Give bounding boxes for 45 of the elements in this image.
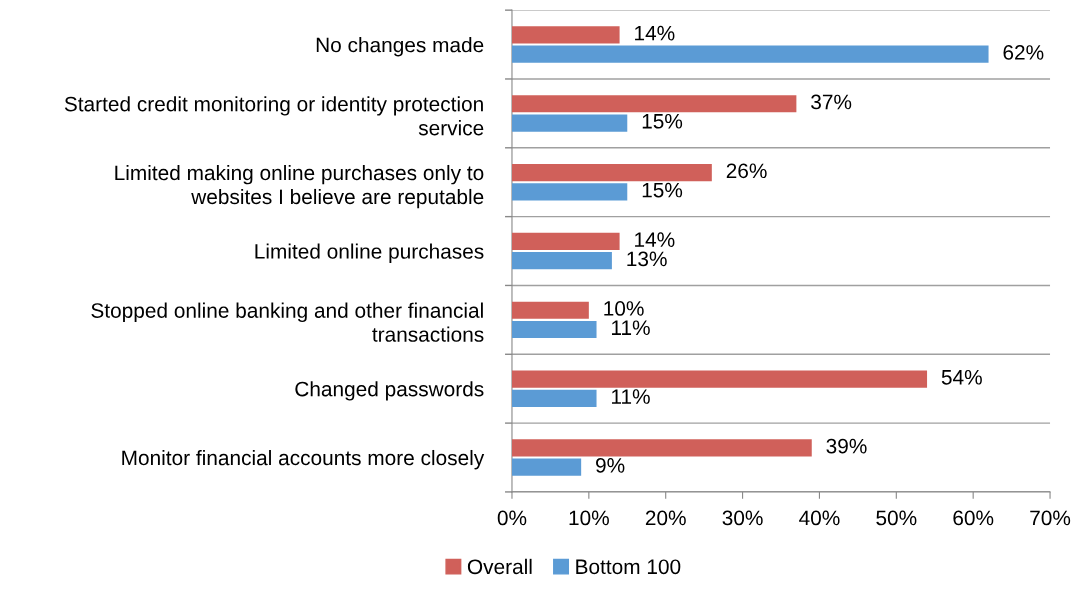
data-label: 15% [642, 182, 683, 198]
y-tick-label: No changes made [316, 37, 484, 57]
x-tick-label: 20% [645, 510, 686, 526]
y-tick-label: Started credit monitoring or identity protection service [64, 96, 484, 136]
legend-label: Bottom 100 [576, 559, 681, 575]
data-label: 54% [941, 369, 982, 385]
x-tick-label: 30% [722, 510, 763, 526]
x-tick-label: 50% [876, 510, 917, 526]
data-label: 13% [627, 251, 667, 267]
y-tick-label: Stopped online banking and other financial transactions [91, 302, 484, 342]
y-tick-label: Limited making online purchases only to websites I believe are reputable [115, 164, 484, 209]
legend-label: Overall [467, 558, 532, 575]
bar [511, 163, 712, 182]
bar [511, 26, 620, 44]
data-label: 39% [826, 438, 867, 454]
data-label: 11% [612, 320, 650, 336]
data-label: 37% [811, 94, 852, 110]
y-tick-label: Changed passwords [295, 381, 484, 401]
x-tick-label: 60% [953, 510, 994, 526]
x-tick-label: 70% [1030, 510, 1071, 526]
data-label: 62% [1003, 45, 1044, 60]
data-label: 9% [596, 457, 625, 473]
bar [511, 183, 628, 201]
x-tick-label: 10% [569, 510, 609, 526]
bar [511, 232, 620, 251]
bar [511, 370, 928, 388]
data-label: 15% [642, 113, 683, 129]
bar [511, 320, 597, 339]
data-label: 14% [635, 232, 675, 247]
data-label: 11% [612, 389, 650, 404]
bar [511, 114, 628, 132]
bar [511, 252, 612, 270]
bar [511, 301, 589, 319]
x-tick-label: 40% [799, 510, 840, 526]
bar [511, 45, 989, 63]
bar [511, 439, 812, 457]
y-tick-label: Limited online purchases [255, 243, 484, 263]
bar [511, 458, 582, 476]
y-tick-label: Monitor financial accounts more closely [122, 449, 485, 470]
bar [511, 389, 597, 407]
data-label: 14% [635, 25, 675, 41]
bar [511, 95, 797, 113]
data-label: 10% [604, 301, 644, 316]
x-tick-label: 0% [497, 510, 527, 526]
data-label: 26% [726, 163, 767, 179]
